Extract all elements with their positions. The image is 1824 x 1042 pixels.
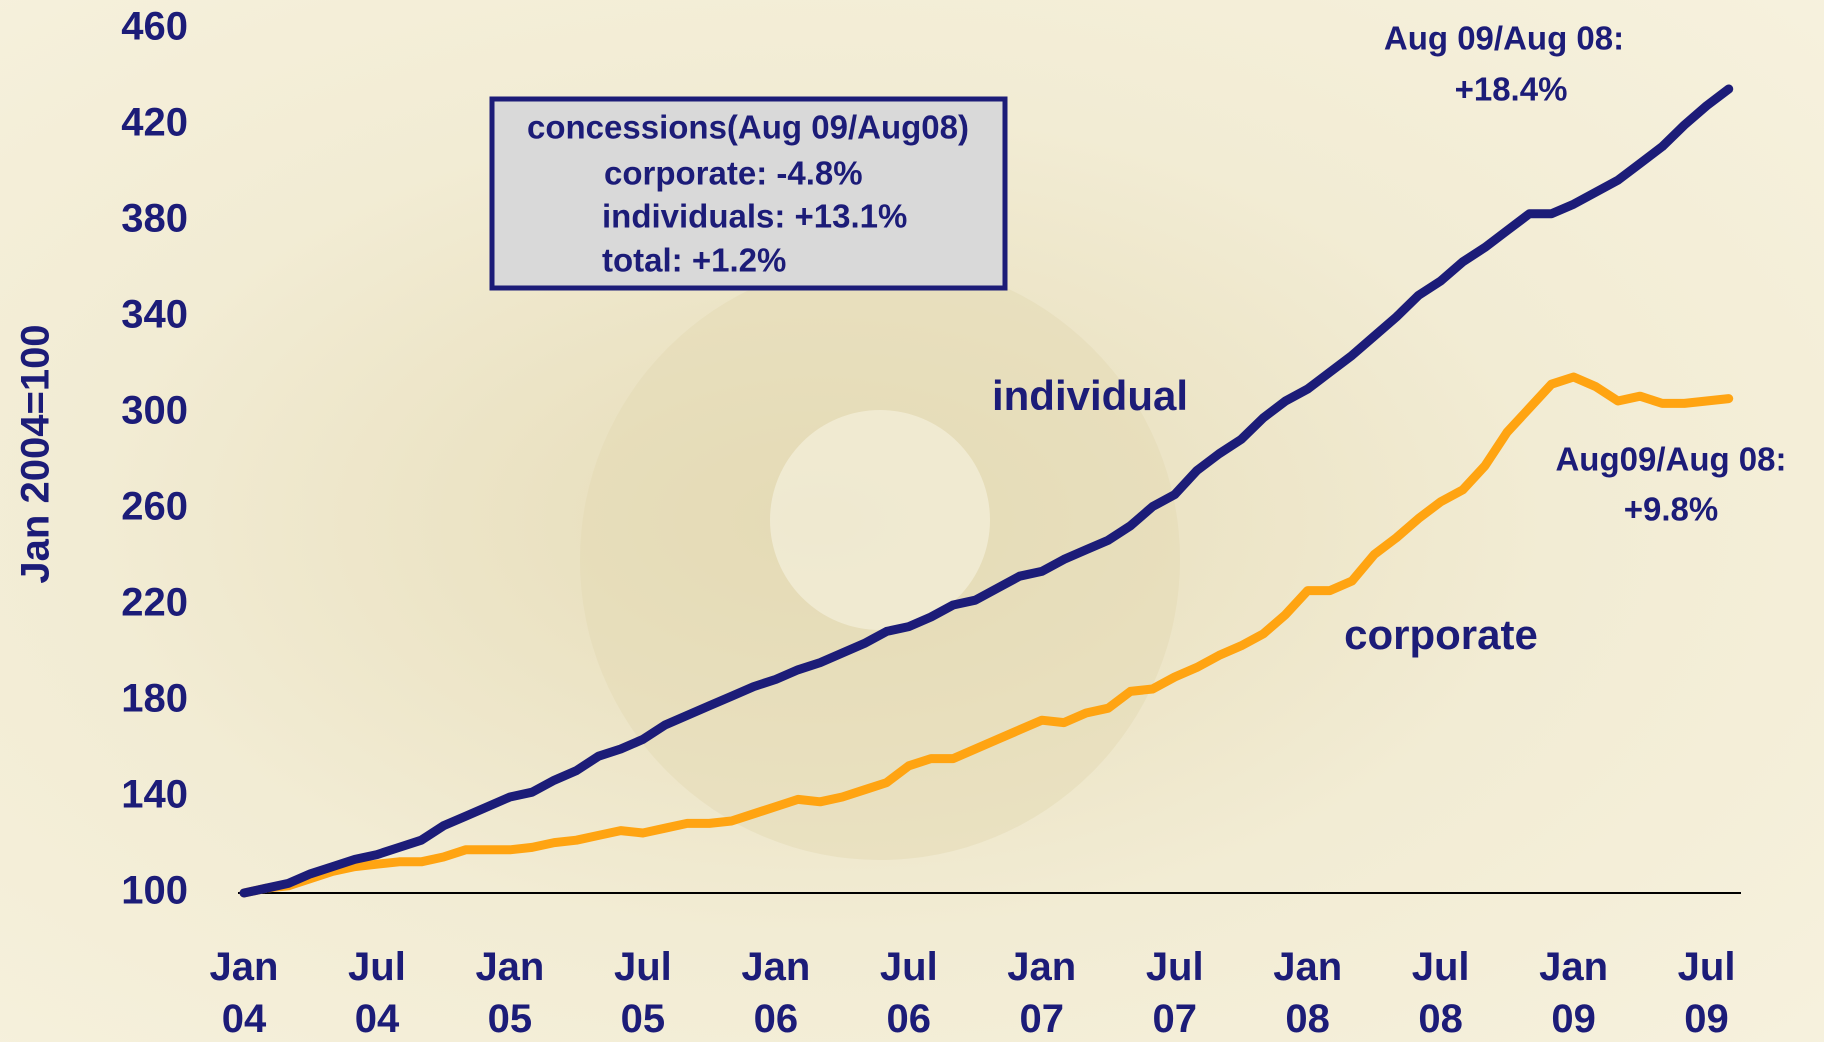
annotation-text: total: +1.2% [602,242,786,279]
change-annotation: +9.8% [1624,491,1719,528]
y-tick-label: 460 [121,5,188,49]
change-annotation: +18.4% [1455,71,1568,108]
annotation-text: corporate: -4.8% [604,155,863,192]
y-tick-label: 100 [121,869,188,913]
annotation-text: concessions(Aug 09/Aug08) [527,109,969,146]
y-tick-label: 420 [121,101,188,145]
y-tick-label: 180 [121,677,188,721]
series-label: corporate [1344,611,1538,658]
change-annotation: Aug09/Aug 08: [1555,441,1786,478]
y-tick-label: 340 [121,293,188,337]
y-tick-label: 380 [121,197,188,241]
y-tick-label: 260 [121,485,188,529]
y-tick-label: 220 [121,581,188,625]
y-axis-label: Jan 2004=100 [14,324,58,583]
y-tick-label: 300 [121,389,188,433]
series-label: individual [992,372,1188,419]
chart: Jan 2004=100 concessions(Aug 09/Aug08) c… [0,0,1824,1042]
change-annotation: Aug 09/Aug 08: [1384,20,1624,57]
y-tick-label: 140 [121,773,188,817]
annotation-text: individuals: +13.1% [602,198,907,235]
background-motif [770,410,990,630]
